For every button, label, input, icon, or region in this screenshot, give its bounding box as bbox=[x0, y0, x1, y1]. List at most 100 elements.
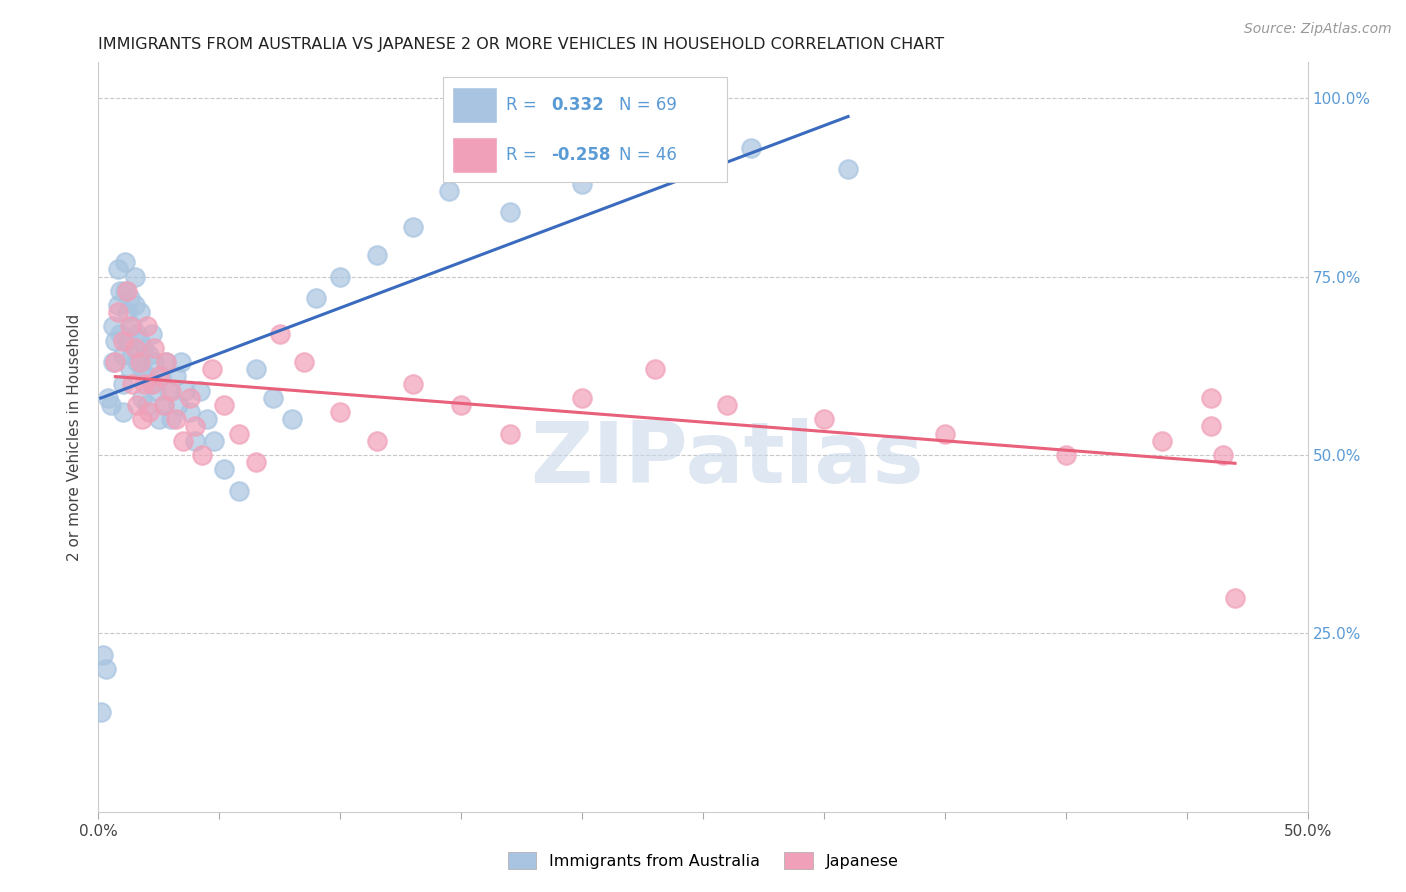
Point bbox=[121, 319, 143, 334]
Point bbox=[716, 398, 738, 412]
Point bbox=[184, 434, 207, 448]
Point bbox=[160, 384, 183, 398]
Point bbox=[111, 376, 134, 391]
Point bbox=[201, 362, 224, 376]
Point bbox=[245, 455, 267, 469]
Point bbox=[179, 391, 201, 405]
Point bbox=[269, 326, 291, 341]
Point bbox=[118, 319, 141, 334]
Point bbox=[188, 384, 211, 398]
Point bbox=[1199, 391, 1222, 405]
Point bbox=[118, 291, 141, 305]
Text: ZIPatlas: ZIPatlas bbox=[530, 418, 924, 501]
Point bbox=[204, 434, 226, 448]
Point bbox=[498, 205, 520, 219]
Point bbox=[437, 184, 460, 198]
Point bbox=[131, 391, 153, 405]
Point bbox=[167, 398, 190, 412]
Point bbox=[117, 305, 139, 319]
Point bbox=[138, 405, 160, 419]
Point bbox=[90, 705, 112, 719]
Point bbox=[571, 391, 593, 405]
Point bbox=[329, 269, 352, 284]
Point bbox=[101, 355, 124, 369]
Text: Source: ZipAtlas.com: Source: ZipAtlas.com bbox=[1244, 22, 1392, 37]
Point bbox=[111, 405, 134, 419]
Point bbox=[305, 291, 328, 305]
Point bbox=[165, 369, 187, 384]
Point bbox=[148, 412, 170, 426]
Point bbox=[135, 398, 157, 412]
Point bbox=[101, 319, 124, 334]
Point bbox=[108, 284, 131, 298]
Point bbox=[366, 248, 388, 262]
Point bbox=[195, 412, 218, 426]
Point bbox=[114, 284, 136, 298]
Point bbox=[1199, 419, 1222, 434]
Point bbox=[91, 648, 114, 662]
Point bbox=[152, 398, 174, 412]
Point bbox=[450, 398, 472, 412]
Y-axis label: 2 or more Vehicles in Household: 2 or more Vehicles in Household bbox=[67, 313, 83, 561]
Point bbox=[127, 398, 149, 412]
Point bbox=[262, 391, 284, 405]
Point bbox=[141, 326, 163, 341]
Point bbox=[128, 305, 150, 319]
Text: IMMIGRANTS FROM AUSTRALIA VS JAPANESE 2 OR MORE VEHICLES IN HOUSEHOLD CORRELATIO: IMMIGRANTS FROM AUSTRALIA VS JAPANESE 2 … bbox=[98, 37, 945, 52]
Point bbox=[114, 255, 136, 269]
Point bbox=[107, 262, 129, 277]
Point bbox=[107, 305, 129, 319]
Point bbox=[1223, 591, 1246, 605]
Point bbox=[134, 341, 156, 355]
Point bbox=[100, 398, 122, 412]
Point bbox=[281, 412, 304, 426]
Point bbox=[934, 426, 956, 441]
Point bbox=[97, 391, 120, 405]
Point bbox=[184, 419, 207, 434]
Point bbox=[135, 319, 157, 334]
Point bbox=[228, 483, 250, 498]
Point bbox=[172, 434, 194, 448]
Point bbox=[128, 355, 150, 369]
Point bbox=[145, 384, 167, 398]
Point bbox=[155, 355, 177, 369]
Point bbox=[124, 341, 146, 355]
Point bbox=[571, 177, 593, 191]
Legend: Immigrants from Australia, Japanese: Immigrants from Australia, Japanese bbox=[501, 846, 905, 875]
Point bbox=[152, 398, 174, 412]
Point bbox=[127, 355, 149, 369]
Point bbox=[143, 355, 166, 369]
Point bbox=[124, 298, 146, 312]
Point bbox=[138, 348, 160, 362]
Point bbox=[121, 376, 143, 391]
Point bbox=[104, 355, 127, 369]
Point bbox=[157, 384, 180, 398]
Point bbox=[111, 334, 134, 348]
Point bbox=[402, 219, 425, 234]
Point bbox=[498, 426, 520, 441]
Point bbox=[141, 376, 163, 391]
Point bbox=[118, 362, 141, 376]
Point bbox=[155, 355, 177, 369]
Point bbox=[292, 355, 315, 369]
Point bbox=[117, 334, 139, 348]
Point bbox=[1152, 434, 1174, 448]
Point bbox=[212, 398, 235, 412]
Point bbox=[245, 362, 267, 376]
Point bbox=[740, 141, 762, 155]
Point bbox=[366, 434, 388, 448]
Point bbox=[1212, 448, 1234, 462]
Point bbox=[179, 405, 201, 419]
Point bbox=[169, 355, 191, 369]
Point bbox=[135, 369, 157, 384]
Point bbox=[128, 334, 150, 348]
Point bbox=[143, 341, 166, 355]
Point bbox=[165, 412, 187, 426]
Point bbox=[1054, 448, 1077, 462]
Point bbox=[107, 298, 129, 312]
Point bbox=[160, 412, 183, 426]
Point bbox=[228, 426, 250, 441]
Point bbox=[644, 362, 666, 376]
Point bbox=[813, 412, 835, 426]
Point bbox=[131, 362, 153, 376]
